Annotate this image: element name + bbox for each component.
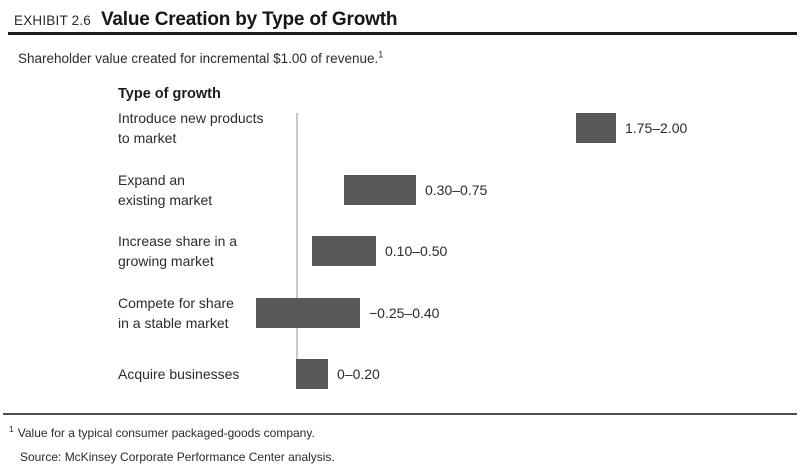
chart-subtitle-text: Shareholder value created for incrementa…	[18, 51, 379, 66]
category-label: Introduce new products to market	[118, 110, 264, 146]
header-rule	[8, 32, 797, 35]
category-label: Acquire businesses	[118, 366, 240, 382]
exhibit-header: EXHIBIT 2.6 Value Creation by Type of Gr…	[14, 9, 397, 31]
value-range-label: 1.75–2.00	[625, 120, 688, 136]
value-range-label: −0.25–0.40	[369, 304, 440, 321]
column-header: Type of growth	[118, 86, 221, 102]
value-bar	[256, 297, 360, 328]
value-bar	[344, 174, 416, 205]
category-label: Increase share in a growing market	[118, 233, 238, 269]
value-range-label: 0.30–0.75	[425, 181, 488, 198]
chart-subtitle: Shareholder value created for incrementa…	[18, 49, 384, 66]
value-range-label: 0–0.20	[337, 366, 380, 382]
footnote-marker: 1	[9, 424, 14, 434]
footnote-rule	[3, 413, 797, 415]
category-label: Expand an existing market	[118, 171, 213, 208]
subtitle-footnote-marker: 1	[378, 49, 384, 60]
category-label: Compete for share in a stable market	[118, 294, 234, 331]
value-range-label: 0.10–0.50	[385, 243, 448, 259]
footnote: 1 Value for a typical consumer packaged-g…	[9, 424, 315, 440]
value-bar	[312, 236, 376, 266]
source-line: Source: McKinsey Corporate Performance C…	[20, 450, 335, 464]
value-bar	[296, 359, 328, 389]
value-bar	[576, 113, 616, 143]
footnote-text: Value for a typical consumer packaged-go…	[17, 426, 315, 440]
page-title: Value Creation by Type of Growth	[100, 9, 398, 30]
exhibit-number: EXHIBIT 2.6	[14, 13, 91, 28]
zero-axis-line	[296, 113, 298, 389]
